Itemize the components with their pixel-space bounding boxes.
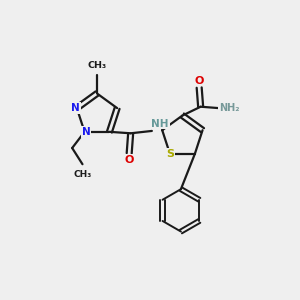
Text: NH₂: NH₂ (219, 103, 239, 113)
Text: N: N (82, 127, 90, 137)
Text: NH: NH (152, 118, 169, 129)
Text: O: O (194, 76, 204, 85)
Text: S: S (166, 149, 174, 159)
Text: O: O (124, 155, 134, 165)
Text: CH₃: CH₃ (87, 61, 106, 70)
Text: CH₃: CH₃ (74, 169, 92, 178)
Text: N: N (71, 103, 80, 113)
